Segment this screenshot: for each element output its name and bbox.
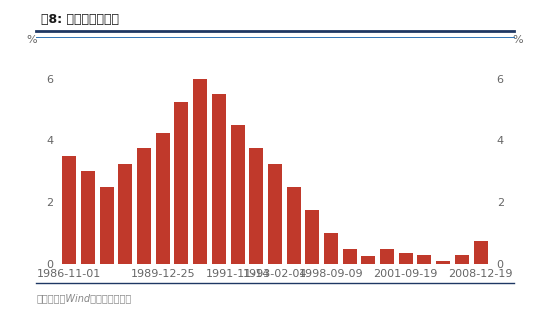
Bar bbox=[174, 102, 189, 264]
Text: %: % bbox=[27, 35, 37, 45]
Bar bbox=[118, 163, 133, 264]
Bar bbox=[361, 256, 376, 264]
Bar bbox=[100, 187, 114, 264]
Bar bbox=[212, 94, 226, 264]
Bar bbox=[156, 133, 170, 264]
Bar bbox=[62, 156, 76, 264]
Bar bbox=[399, 253, 413, 264]
Bar bbox=[380, 249, 394, 264]
Bar bbox=[455, 255, 469, 264]
Bar bbox=[137, 148, 151, 264]
Text: %: % bbox=[513, 35, 523, 45]
Bar bbox=[230, 125, 245, 264]
Bar bbox=[249, 148, 263, 264]
Bar bbox=[343, 249, 357, 264]
Bar bbox=[474, 241, 487, 264]
Bar bbox=[81, 171, 95, 264]
Bar bbox=[287, 187, 301, 264]
Bar bbox=[193, 78, 207, 264]
Bar bbox=[268, 163, 282, 264]
Bar bbox=[436, 261, 450, 264]
Bar bbox=[417, 255, 432, 264]
Text: 图8: 日本官方贴现率: 图8: 日本官方贴现率 bbox=[41, 14, 119, 26]
Text: 数据来源：Wind，中信建投证券: 数据来源：Wind，中信建投证券 bbox=[36, 293, 131, 303]
Bar bbox=[305, 210, 320, 264]
Bar bbox=[324, 233, 338, 264]
